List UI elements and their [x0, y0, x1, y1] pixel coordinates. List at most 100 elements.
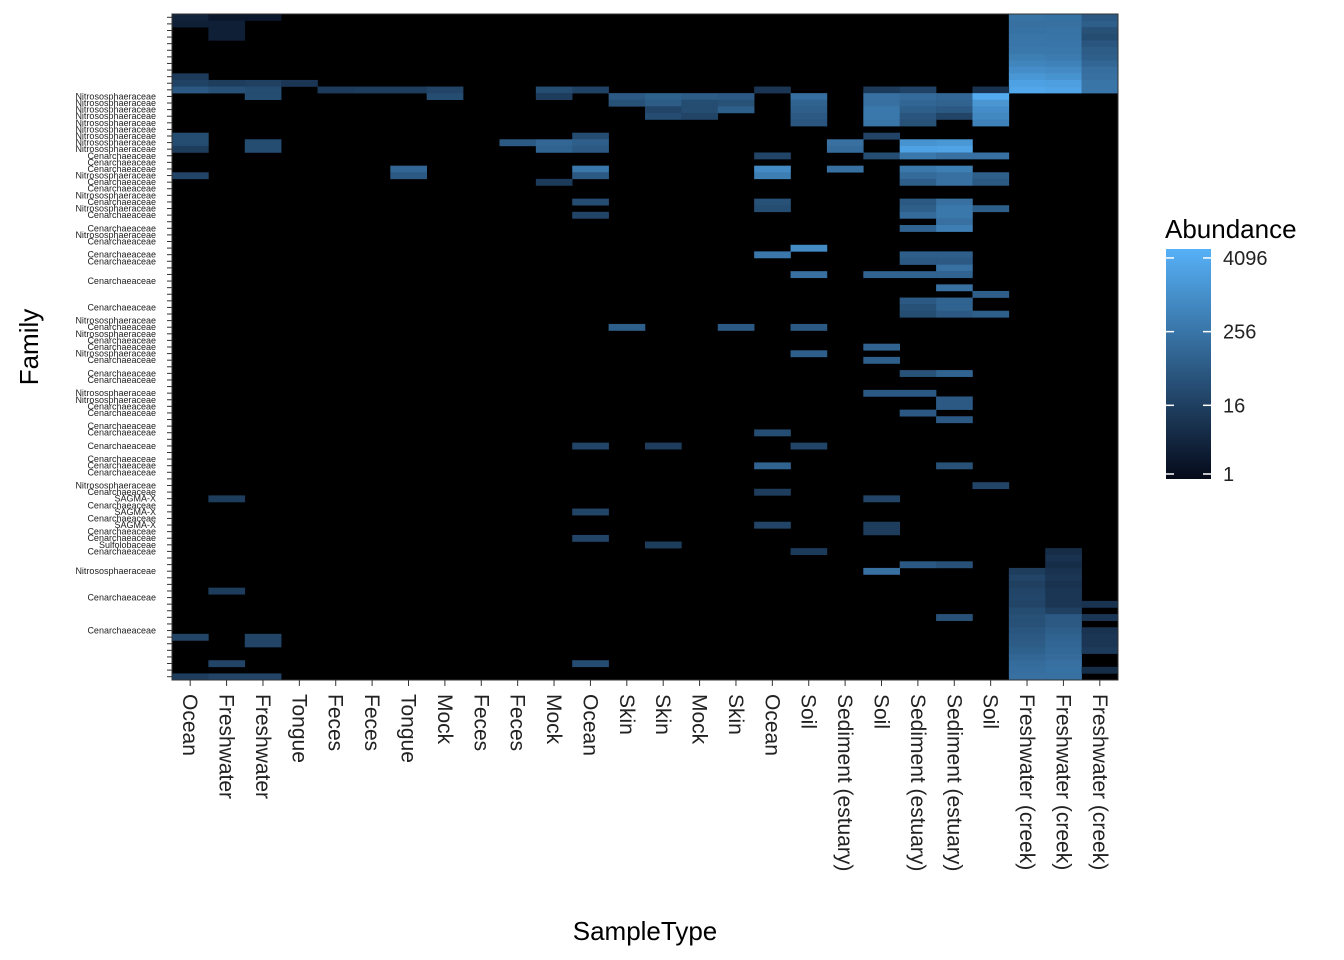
heatmap-cell — [390, 165, 427, 173]
heatmap-cell — [208, 27, 246, 35]
heatmap-cell — [754, 198, 791, 206]
y-tick-label: Cenarchaeaceae — [87, 408, 156, 418]
heatmap-cell — [790, 442, 828, 450]
y-tick-label: Nitrososphaeraceae — [75, 138, 156, 148]
heatmap-cell — [1045, 40, 1082, 48]
heatmap-cell — [172, 139, 209, 147]
heatmap-cell — [208, 33, 246, 41]
heatmap-cell — [645, 106, 682, 114]
heatmap-cell — [899, 145, 937, 153]
heatmap-cell — [1081, 20, 1119, 28]
heatmap-cell — [645, 442, 682, 450]
heatmap-cell — [1008, 614, 1046, 621]
heatmap-cell — [645, 541, 682, 549]
y-tick-label: Nitrososphaeraceae — [75, 566, 156, 576]
heatmap-cell — [899, 86, 937, 94]
y-tick-label: Cenarchaeaceae — [87, 210, 156, 220]
heatmap-cell — [426, 86, 464, 94]
heatmap-cell — [863, 389, 900, 397]
heatmap-cell — [645, 112, 682, 120]
heatmap-cell — [790, 112, 828, 120]
heatmap-cell — [899, 310, 937, 318]
heatmap-cell — [1008, 33, 1046, 41]
heatmap-cell — [172, 86, 209, 94]
x-tick-label: Mock — [433, 694, 456, 745]
heatmap-cell — [1081, 66, 1119, 74]
y-axis-title: Family — [14, 309, 44, 386]
heatmap-cell — [1081, 14, 1119, 21]
heatmap-cell — [754, 521, 791, 529]
heatmap-cell — [936, 178, 973, 186]
x-tick-label: Tongue — [397, 694, 420, 763]
legend-tick-label: 1 — [1223, 464, 1234, 486]
y-tick-label: Cenarchaeaceae — [87, 184, 156, 194]
heatmap-cell — [1045, 620, 1082, 628]
x-tick-label: Freshwater — [251, 694, 274, 799]
heatmap-cell — [972, 99, 1010, 107]
y-tick-label: Cenarchaeaceae — [87, 164, 156, 174]
heatmap-cells — [172, 14, 1119, 681]
heatmap-cell — [1008, 27, 1046, 35]
heatmap-cell — [172, 633, 209, 641]
heatmap-cell — [1045, 587, 1082, 595]
heatmap-cell — [281, 79, 318, 87]
x-tick-label: Skin — [615, 694, 638, 735]
heatmap-cell — [972, 86, 1010, 94]
heatmap-cell — [535, 178, 573, 186]
y-tick-label: Nitrososphaeraceae — [75, 349, 156, 359]
y-tick-label: Nitrososphaeraceae — [75, 329, 156, 339]
heatmap-cell — [754, 251, 791, 259]
heatmap-cell — [790, 323, 828, 331]
heatmap-cell — [972, 152, 1010, 160]
heatmap-cell — [572, 534, 609, 542]
heatmap-cell — [754, 205, 791, 213]
y-tick-label: Nitrososphaeraceae — [75, 144, 156, 154]
heatmap-cell — [863, 86, 900, 94]
heatmap-cell — [863, 343, 900, 351]
heatmap-cell — [717, 99, 755, 107]
heatmap-cell — [208, 86, 246, 94]
heatmap-cell — [390, 172, 427, 180]
y-tick-label: Cenarchaeaceae — [87, 500, 156, 510]
y-tick-label: Cenarchaeaceae — [87, 256, 156, 266]
heatmap-cell — [790, 119, 828, 127]
heatmap-cell — [1045, 660, 1082, 668]
heatmap-cell — [899, 389, 937, 397]
heatmap-cell — [936, 416, 973, 424]
heatmap-cell — [1008, 581, 1046, 588]
y-tick-label: Cenarchaeaceae — [87, 342, 156, 352]
x-tick-label: Soil — [797, 694, 820, 729]
y-tick-label: Cenarchaeaceae — [87, 546, 156, 556]
heatmap-cell — [972, 310, 1010, 318]
heatmap-cell — [1008, 620, 1046, 628]
heatmap-cell — [936, 99, 973, 107]
y-tick-label: Cenarchaeaceae — [87, 197, 156, 207]
y-tick-label: Nitrososphaeraceae — [75, 395, 156, 405]
heatmap-cell — [972, 119, 1010, 127]
heatmap-cell — [535, 93, 573, 101]
heatmap-cell — [899, 297, 937, 305]
heatmap-cell — [936, 370, 973, 377]
x-tick-label: Sediment (estuary) — [906, 694, 929, 871]
heatmap-cell — [899, 205, 937, 213]
heatmap-cell — [899, 271, 937, 279]
heatmap-cell — [936, 403, 973, 410]
heatmap-cell — [863, 93, 900, 101]
heatmap-cell — [572, 660, 609, 668]
y-tick-label: Nitrososphaeraceae — [75, 480, 156, 490]
heatmap-cell — [863, 356, 900, 364]
heatmap-cell — [172, 73, 209, 81]
heatmap-cell — [1008, 60, 1046, 68]
heatmap-cell — [717, 323, 755, 331]
heatmap-cell — [1081, 60, 1119, 68]
heatmap-cell — [1045, 27, 1082, 35]
heatmap-cell — [863, 99, 900, 107]
heatmap-cell — [1045, 640, 1082, 648]
heatmap-cell — [1008, 574, 1046, 582]
heatmap-cell — [899, 112, 937, 120]
y-tick-label: Cenarchaeaceae — [87, 335, 156, 345]
heatmap-cell — [936, 139, 973, 147]
legend-ticks: 1 16 256 4096 — [1166, 248, 1268, 486]
heatmap-cell — [1081, 600, 1119, 608]
y-tick-label: Cenarchaeaceae — [87, 454, 156, 464]
